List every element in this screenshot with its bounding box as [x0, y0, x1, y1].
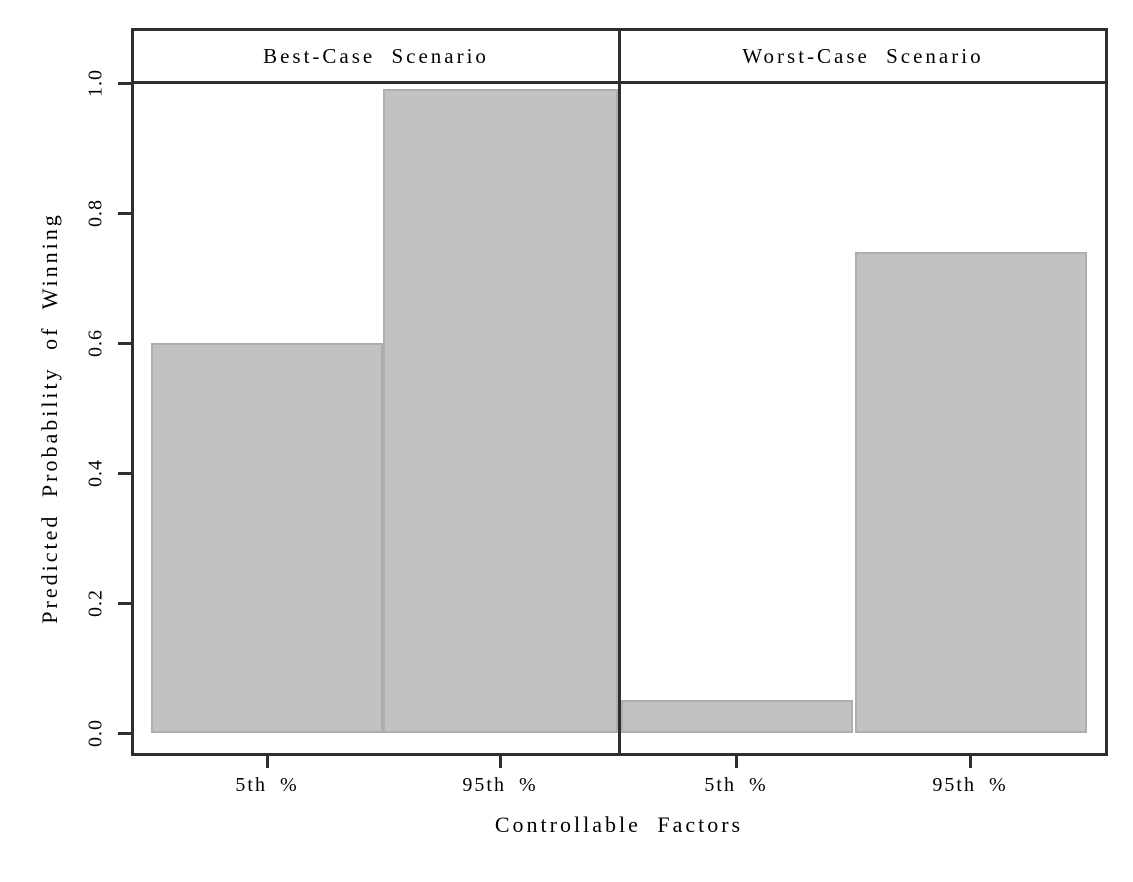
- y-axis-tick-label: 0.2: [84, 589, 107, 617]
- panel-strip-row: Best-Case Scenario Worst-Case Scenario: [131, 28, 1108, 81]
- x-axis-tick-label: 95th %: [932, 774, 1008, 796]
- y-axis-tick: [118, 212, 131, 215]
- x-axis-tick: [969, 756, 972, 768]
- x-axis-tick: [266, 756, 269, 768]
- y-axis-tick: [118, 342, 131, 345]
- y-axis-tick: [118, 472, 131, 475]
- y-axis-tick: [118, 732, 131, 735]
- y-axis-title: Predicted Probability of Winning: [37, 212, 62, 624]
- bar-best-case-5th-percentile: [151, 343, 383, 733]
- y-axis-tick-label: 1.0: [84, 69, 107, 97]
- y-axis-tick: [118, 82, 131, 85]
- plot-area: [131, 81, 1108, 756]
- bar-worst-case-5th-percentile: [621, 700, 853, 733]
- y-axis-tick-label: 0.0: [84, 719, 107, 747]
- y-axis-tick-label: 0.6: [84, 329, 107, 357]
- x-axis-tick: [499, 756, 502, 768]
- y-axis-tick-label: 0.4: [84, 459, 107, 487]
- panel-strip-worst-case: Worst-Case Scenario: [621, 31, 1105, 81]
- bar-best-case-95th-percentile: [383, 89, 618, 733]
- x-axis-tick-label: 5th %: [235, 774, 299, 796]
- y-axis-tick: [118, 602, 131, 605]
- x-axis-title: Controllable Factors: [494, 812, 744, 837]
- x-axis-tick: [735, 756, 738, 768]
- panel-strip-best-case-label: Best-Case Scenario: [263, 43, 489, 68]
- x-axis-tick-label: 5th %: [704, 774, 768, 796]
- panel-strip-worst-case-label: Worst-Case Scenario: [742, 43, 984, 68]
- y-axis-tick-label: 0.8: [84, 199, 107, 227]
- bar-worst-case-95th-percentile: [855, 252, 1087, 733]
- panel-best-case: [134, 84, 621, 753]
- panel-strip-best-case: Best-Case Scenario: [134, 31, 621, 81]
- x-axis-tick-label: 95th %: [462, 774, 538, 796]
- panel-worst-case: [621, 84, 1105, 753]
